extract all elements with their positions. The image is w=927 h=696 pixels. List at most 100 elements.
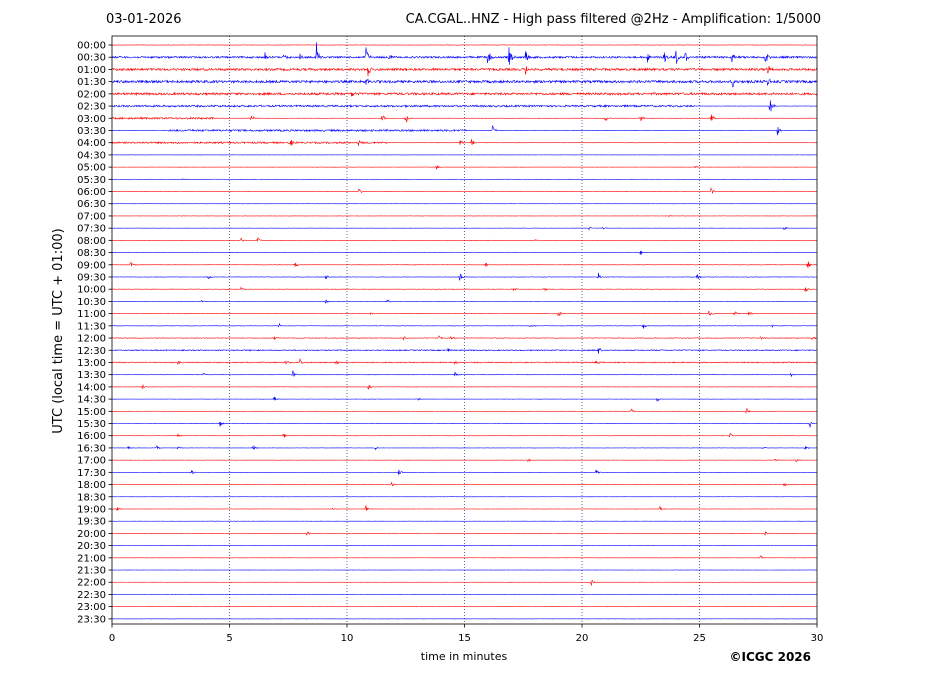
trace-0330 — [111, 125, 818, 136]
y-tick-label: 16:30 — [77, 443, 106, 454]
trace-0930 — [111, 272, 818, 281]
y-tick-label: 18:00 — [77, 480, 106, 491]
trace-1330 — [111, 370, 818, 378]
y-tick-label: 21:30 — [77, 566, 106, 577]
y-tick-label: 10:00 — [77, 285, 106, 296]
y-tick-label: 20:00 — [77, 529, 106, 540]
y-tick-label: 04:30 — [77, 150, 106, 161]
y-tick-label: 13:30 — [77, 370, 106, 381]
trace-1900 — [111, 505, 818, 511]
y-tick-label: 11:00 — [77, 309, 106, 320]
y-tick-label: 03:00 — [77, 114, 106, 125]
x-tick-label: 20 — [576, 633, 589, 644]
trace-0400 — [111, 139, 818, 146]
y-tick-label: 08:00 — [77, 236, 106, 247]
y-tick-label: 15:00 — [77, 407, 106, 418]
trace-1630 — [111, 445, 818, 451]
trace-1730 — [111, 469, 818, 475]
trace-2000 — [111, 531, 818, 537]
y-tick-label: 13:00 — [77, 358, 106, 369]
y-tick-label: 08:30 — [77, 248, 106, 259]
trace-0200 — [111, 91, 818, 97]
y-tick-label: 19:00 — [77, 504, 106, 515]
trace-0600 — [112, 187, 818, 194]
y-tick-label: 20:30 — [77, 541, 106, 552]
trace-0030 — [111, 42, 818, 65]
trace-1430 — [111, 396, 818, 402]
x-tick-label: 10 — [341, 633, 354, 644]
trace-0730 — [111, 226, 818, 231]
trace-0100 — [111, 65, 818, 77]
y-tick-label: 22:00 — [77, 578, 106, 589]
date-label: 03-01-2026 — [106, 12, 182, 27]
trace-0530 — [111, 178, 818, 181]
y-tick-label: 00:00 — [77, 41, 106, 52]
trace-1200 — [111, 335, 818, 341]
trace-1130 — [111, 322, 818, 329]
y-tick-label: 02:30 — [77, 102, 106, 113]
y-axis-label: UTC (local time = UTC + 01:00) — [51, 228, 66, 433]
y-tick-label: 14:00 — [77, 382, 106, 393]
y-tick-label: 03:30 — [77, 126, 106, 137]
trace-1800 — [111, 481, 818, 487]
trace-1600 — [111, 433, 818, 438]
y-tick-label: 01:30 — [77, 77, 106, 88]
y-tick-label: 23:30 — [77, 614, 106, 625]
trace-2200 — [111, 579, 817, 587]
trace-1100 — [111, 310, 818, 317]
y-tick-label: 05:00 — [77, 163, 106, 174]
y-tick-label: 09:30 — [77, 272, 106, 283]
y-tick-label: 17:30 — [77, 468, 106, 479]
trace-1530 — [111, 421, 818, 428]
y-tick-label: 10:30 — [77, 297, 106, 308]
x-tick-label: 30 — [811, 633, 824, 644]
trace-1700 — [111, 458, 818, 462]
trace-0800 — [111, 236, 818, 243]
y-tick-label: 16:00 — [77, 431, 106, 442]
copyright-label: ©ICGC 2026 — [729, 650, 811, 664]
trace-1400 — [112, 384, 818, 390]
y-tick-label: 05:30 — [77, 175, 106, 186]
y-tick-label: 11:30 — [77, 321, 106, 332]
y-tick-label: 04:00 — [77, 138, 106, 149]
y-tick-label: 23:00 — [77, 602, 106, 613]
y-tick-label: 14:30 — [77, 395, 106, 406]
trace-1000 — [111, 286, 818, 293]
chart-title: CA.CGAL..HNZ - High pass filtered @2Hz -… — [405, 12, 821, 27]
y-tick-label: 00:30 — [77, 53, 106, 64]
y-tick-label: 09:00 — [77, 260, 106, 271]
y-tick-label: 06:30 — [77, 199, 106, 210]
y-tick-label: 07:00 — [77, 211, 106, 222]
trace-layer — [111, 42, 818, 620]
x-tick-label: 25 — [693, 633, 706, 644]
y-tick-label: 17:00 — [77, 456, 106, 467]
trace-0130 — [111, 78, 818, 88]
y-tick-label: 12:30 — [77, 346, 106, 357]
y-tick-label: 15:30 — [77, 419, 106, 430]
trace-2100 — [111, 555, 818, 559]
y-tick-label: 07:30 — [77, 224, 106, 235]
grid-layer — [229, 36, 700, 624]
y-tick-label: 18:30 — [77, 492, 106, 503]
trace-1300 — [111, 358, 818, 365]
y-tick-label: 21:00 — [77, 553, 106, 564]
trace-1030 — [111, 299, 818, 304]
x-tick-label: 15 — [458, 633, 471, 644]
trace-1500 — [111, 408, 818, 414]
trace-0700 — [111, 214, 818, 217]
y-tick-label: 12:00 — [77, 334, 106, 345]
trace-0830 — [111, 250, 818, 256]
trace-0230 — [111, 100, 818, 112]
trace-1230 — [111, 348, 817, 354]
trace-0900 — [111, 261, 818, 268]
x-tick-label: 5 — [226, 633, 232, 644]
y-tick-label: 22:30 — [77, 590, 106, 601]
y-tick-label: 02:00 — [77, 89, 106, 100]
x-axis-label: time in minutes — [421, 650, 508, 663]
trace-0500 — [111, 165, 818, 170]
trace-0300 — [111, 114, 818, 123]
y-tick-label: 01:00 — [77, 65, 106, 76]
x-tick-label: 0 — [109, 633, 115, 644]
